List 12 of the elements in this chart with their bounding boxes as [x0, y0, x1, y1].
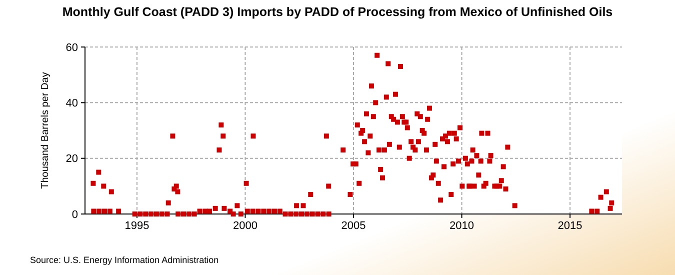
y-tick-label: 60: [66, 42, 78, 54]
source-note: Source: U.S. Energy Information Administration: [30, 255, 219, 265]
y-tick-label: 40: [66, 98, 78, 110]
x-tick-label: 2010: [450, 220, 474, 232]
x-tick-label: 2000: [232, 220, 258, 232]
x-tick-label: 2005: [341, 220, 366, 232]
y-tick-label: 20: [66, 153, 78, 166]
chart-title: Monthly Gulf Coast (PADD 3) Imports by PADD of Processing from Mexico of Unfinished Oils: [62, 5, 613, 19]
x-tick-label: 2015: [558, 220, 582, 232]
y-axis-title: Thousand Barrels per Day: [40, 72, 51, 189]
x-tick-label: 1995: [124, 220, 150, 232]
y-tick-label: 0: [72, 208, 78, 221]
